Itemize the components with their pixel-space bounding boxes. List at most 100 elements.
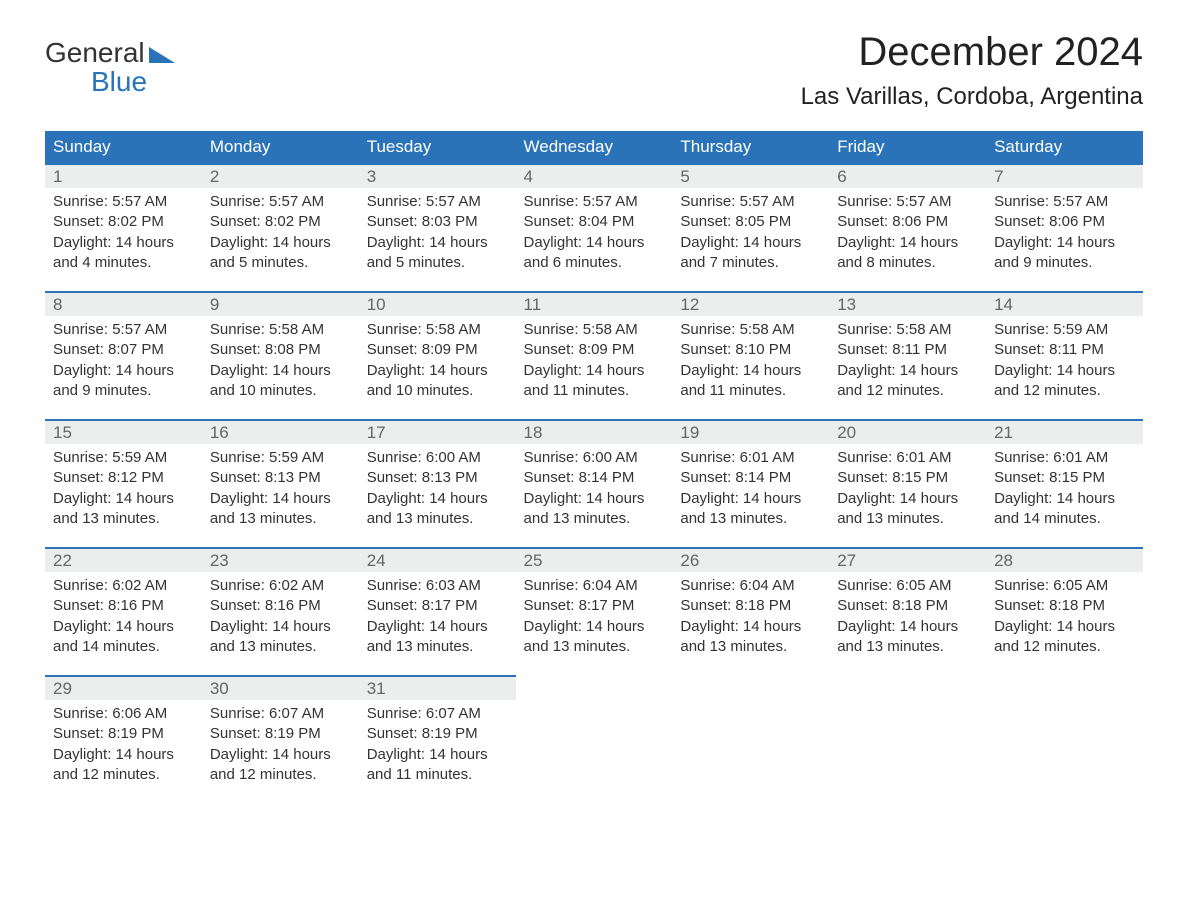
sunrise-line: Sunrise: 6:01 AM — [680, 448, 821, 468]
sunset-line: Sunset: 8:19 PM — [210, 724, 351, 744]
logo: General Blue — [45, 30, 175, 97]
empty-cell — [829, 676, 986, 700]
sunrise-line: Sunrise: 6:00 AM — [367, 448, 508, 468]
day-number: 9 — [202, 292, 359, 316]
header: General Blue December 2024 Las Varillas,… — [45, 30, 1143, 111]
sunrise-line: Sunrise: 6:05 AM — [837, 576, 978, 596]
day-content-row: Sunrise: 5:57 AMSunset: 8:02 PMDaylight:… — [45, 188, 1143, 292]
day-cell: Sunrise: 6:07 AMSunset: 8:19 PMDaylight:… — [202, 700, 359, 803]
day-cell: Sunrise: 5:57 AMSunset: 8:06 PMDaylight:… — [829, 188, 986, 292]
sunrise-line: Sunrise: 5:59 AM — [994, 320, 1135, 340]
day-number: 30 — [202, 676, 359, 700]
day-cell: Sunrise: 5:57 AMSunset: 8:07 PMDaylight:… — [45, 316, 202, 420]
day-number: 29 — [45, 676, 202, 700]
day-number: 20 — [829, 420, 986, 444]
weekday-header: Tuesday — [359, 131, 516, 164]
daylight-line: Daylight: 14 hours and 11 minutes. — [680, 361, 821, 402]
daylight-line: Daylight: 14 hours and 5 minutes. — [210, 233, 351, 274]
sunset-line: Sunset: 8:15 PM — [994, 468, 1135, 488]
day-cell: Sunrise: 5:57 AMSunset: 8:02 PMDaylight:… — [202, 188, 359, 292]
sunrise-line: Sunrise: 5:58 AM — [210, 320, 351, 340]
day-number: 2 — [202, 164, 359, 188]
daylight-line: Daylight: 14 hours and 10 minutes. — [367, 361, 508, 402]
weekday-header: Sunday — [45, 131, 202, 164]
sunset-line: Sunset: 8:17 PM — [524, 596, 665, 616]
day-content-row: Sunrise: 5:57 AMSunset: 8:07 PMDaylight:… — [45, 316, 1143, 420]
day-number: 3 — [359, 164, 516, 188]
day-cell: Sunrise: 5:58 AMSunset: 8:09 PMDaylight:… — [516, 316, 673, 420]
day-number: 8 — [45, 292, 202, 316]
day-cell: Sunrise: 6:06 AMSunset: 8:19 PMDaylight:… — [45, 700, 202, 803]
empty-cell — [516, 676, 673, 700]
daylight-line: Daylight: 14 hours and 12 minutes. — [994, 617, 1135, 658]
day-cell: Sunrise: 5:57 AMSunset: 8:06 PMDaylight:… — [986, 188, 1143, 292]
day-cell: Sunrise: 6:05 AMSunset: 8:18 PMDaylight:… — [829, 572, 986, 676]
daylight-line: Daylight: 14 hours and 13 minutes. — [837, 617, 978, 658]
sunrise-line: Sunrise: 5:58 AM — [524, 320, 665, 340]
weekday-header: Saturday — [986, 131, 1143, 164]
sunrise-line: Sunrise: 5:57 AM — [367, 192, 508, 212]
sunrise-line: Sunrise: 6:01 AM — [837, 448, 978, 468]
day-cell: Sunrise: 6:02 AMSunset: 8:16 PMDaylight:… — [202, 572, 359, 676]
day-number: 17 — [359, 420, 516, 444]
day-number: 6 — [829, 164, 986, 188]
day-cell: Sunrise: 5:58 AMSunset: 8:09 PMDaylight:… — [359, 316, 516, 420]
day-number: 7 — [986, 164, 1143, 188]
daylight-line: Daylight: 14 hours and 7 minutes. — [680, 233, 821, 274]
sunset-line: Sunset: 8:13 PM — [210, 468, 351, 488]
sunset-line: Sunset: 8:12 PM — [53, 468, 194, 488]
weekday-header: Thursday — [672, 131, 829, 164]
sunset-line: Sunset: 8:05 PM — [680, 212, 821, 232]
day-cell: Sunrise: 5:59 AMSunset: 8:13 PMDaylight:… — [202, 444, 359, 548]
sunrise-line: Sunrise: 6:02 AM — [210, 576, 351, 596]
sunset-line: Sunset: 8:02 PM — [210, 212, 351, 232]
day-cell: Sunrise: 6:00 AMSunset: 8:14 PMDaylight:… — [516, 444, 673, 548]
daylight-line: Daylight: 14 hours and 12 minutes. — [210, 745, 351, 786]
day-number-row: 293031 — [45, 676, 1143, 700]
day-number: 28 — [986, 548, 1143, 572]
sunrise-line: Sunrise: 6:07 AM — [210, 704, 351, 724]
sunrise-line: Sunrise: 6:04 AM — [680, 576, 821, 596]
sunrise-line: Sunrise: 5:59 AM — [53, 448, 194, 468]
daylight-line: Daylight: 14 hours and 6 minutes. — [524, 233, 665, 274]
day-content-row: Sunrise: 5:59 AMSunset: 8:12 PM Daylight:… — [45, 444, 1143, 548]
logo-text-line2: Blue — [45, 67, 175, 96]
logo-flag-icon — [149, 45, 175, 63]
sunset-line: Sunset: 8:15 PM — [837, 468, 978, 488]
day-cell: Sunrise: 6:04 AMSunset: 8:17 PMDaylight:… — [516, 572, 673, 676]
sunset-line: Sunset: 8:13 PM — [367, 468, 508, 488]
day-cell: Sunrise: 6:03 AMSunset: 8:17 PMDaylight:… — [359, 572, 516, 676]
sunset-line: Sunset: 8:08 PM — [210, 340, 351, 360]
day-cell: Sunrise: 6:04 AMSunset: 8:18 PMDaylight:… — [672, 572, 829, 676]
day-cell: Sunrise: 5:57 AMSunset: 8:02 PMDaylight:… — [45, 188, 202, 292]
daylight-line: Daylight: 14 hours and 13 minutes. — [524, 617, 665, 658]
day-number-row: 22232425262728 — [45, 548, 1143, 572]
daylight-line: Daylight: 14 hours and 9 minutes. — [994, 233, 1135, 274]
sunrise-line: Sunrise: 6:02 AM — [53, 576, 194, 596]
day-number: 21 — [986, 420, 1143, 444]
sunset-line: Sunset: 8:06 PM — [837, 212, 978, 232]
sunset-line: Sunset: 8:19 PM — [53, 724, 194, 744]
day-number: 19 — [672, 420, 829, 444]
sunrise-line: Sunrise: 5:58 AM — [680, 320, 821, 340]
day-number: 13 — [829, 292, 986, 316]
weekday-header-row: SundayMondayTuesdayWednesdayThursdayFrid… — [45, 131, 1143, 164]
daylight-line: Daylight: 14 hours and 12 minutes. — [53, 745, 194, 786]
sunset-line: Sunset: 8:09 PM — [367, 340, 508, 360]
empty-cell — [829, 700, 986, 803]
daylight-line: Daylight: 14 hours and 14 minutes. — [53, 617, 194, 658]
day-number: 4 — [516, 164, 673, 188]
sunrise-line: Sunrise: 5:58 AM — [367, 320, 508, 340]
day-cell: Sunrise: 6:01 AMSunset: 8:15 PMDaylight:… — [986, 444, 1143, 548]
sunrise-line: Sunrise: 5:57 AM — [994, 192, 1135, 212]
sunrise-line: Sunrise: 6:00 AM — [524, 448, 665, 468]
day-cell: Sunrise: 6:05 AMSunset: 8:18 PMDaylight:… — [986, 572, 1143, 676]
day-number: 26 — [672, 548, 829, 572]
day-number-row: 15161718192021 — [45, 420, 1143, 444]
sunset-line: Sunset: 8:09 PM — [524, 340, 665, 360]
sunset-line: Sunset: 8:18 PM — [680, 596, 821, 616]
day-number: 1 — [45, 164, 202, 188]
daylight-line: Daylight: 14 hours and 12 minutes. — [994, 361, 1135, 402]
daylight-line: Daylight: 14 hours and 14 minutes. — [994, 489, 1135, 530]
daylight-line: Daylight: 14 hours and 8 minutes. — [837, 233, 978, 274]
